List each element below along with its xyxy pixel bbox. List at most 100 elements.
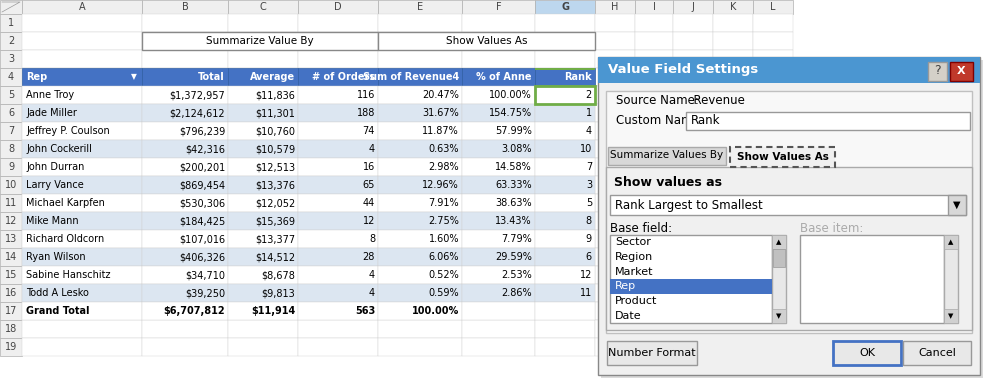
Bar bbox=[462, 266, 535, 284]
Bar bbox=[228, 140, 298, 158]
Bar bbox=[610, 195, 966, 215]
Bar bbox=[142, 266, 228, 284]
Text: 2.86%: 2.86% bbox=[501, 288, 532, 298]
Bar bbox=[0, 212, 22, 230]
Bar bbox=[673, 176, 713, 194]
Bar bbox=[142, 140, 228, 158]
Bar bbox=[753, 158, 793, 176]
Bar bbox=[535, 248, 595, 266]
Bar bbox=[535, 230, 595, 248]
Text: 0.52%: 0.52% bbox=[428, 270, 459, 280]
Bar bbox=[142, 302, 228, 320]
Bar bbox=[298, 122, 378, 140]
Bar bbox=[142, 32, 378, 50]
Bar bbox=[610, 279, 772, 294]
Bar bbox=[378, 176, 462, 194]
Bar bbox=[22, 158, 142, 176]
Bar bbox=[22, 32, 142, 50]
Bar bbox=[378, 302, 462, 320]
Bar bbox=[635, 86, 673, 104]
Bar bbox=[22, 338, 142, 356]
Bar bbox=[948, 195, 966, 215]
Bar bbox=[535, 32, 595, 50]
Bar bbox=[635, 302, 673, 320]
Bar bbox=[753, 32, 793, 50]
Bar bbox=[462, 302, 535, 320]
Text: $10,579: $10,579 bbox=[255, 144, 295, 154]
Text: Jade Miller: Jade Miller bbox=[26, 108, 77, 118]
Text: Rank: Rank bbox=[564, 72, 592, 82]
Bar bbox=[673, 0, 713, 14]
Bar bbox=[0, 230, 22, 248]
Bar bbox=[0, 50, 22, 68]
Text: 8: 8 bbox=[368, 234, 375, 244]
Bar bbox=[228, 230, 298, 248]
Bar bbox=[298, 266, 378, 284]
Text: 63.33%: 63.33% bbox=[495, 180, 532, 190]
Text: Show Values As: Show Values As bbox=[446, 36, 527, 46]
Bar bbox=[753, 284, 793, 302]
Bar bbox=[535, 0, 595, 14]
Bar bbox=[22, 248, 142, 266]
Bar bbox=[673, 284, 713, 302]
Text: X: X bbox=[956, 66, 965, 76]
Text: 7.79%: 7.79% bbox=[501, 234, 532, 244]
Bar bbox=[773, 249, 785, 267]
Bar bbox=[22, 212, 142, 230]
Bar bbox=[462, 86, 535, 104]
Bar bbox=[713, 122, 753, 140]
Bar bbox=[0, 194, 22, 212]
Bar bbox=[535, 158, 595, 176]
Bar bbox=[228, 68, 298, 86]
Text: J: J bbox=[691, 2, 694, 12]
Bar bbox=[635, 104, 673, 122]
Bar bbox=[673, 266, 713, 284]
Bar bbox=[22, 104, 142, 122]
Bar bbox=[228, 14, 298, 32]
Bar bbox=[673, 338, 713, 356]
Bar bbox=[462, 158, 535, 176]
Text: 188: 188 bbox=[357, 108, 375, 118]
Bar bbox=[298, 230, 378, 248]
Bar bbox=[0, 68, 22, 86]
Bar bbox=[753, 140, 793, 158]
Bar bbox=[535, 140, 595, 158]
Text: 12.96%: 12.96% bbox=[423, 180, 459, 190]
Text: Larry Vance: Larry Vance bbox=[26, 180, 84, 190]
Bar bbox=[595, 0, 635, 14]
Bar bbox=[713, 0, 753, 14]
Bar bbox=[298, 248, 378, 266]
Text: 13.43%: 13.43% bbox=[495, 216, 532, 226]
Bar bbox=[635, 68, 673, 86]
Bar bbox=[0, 32, 22, 50]
Bar bbox=[713, 248, 753, 266]
Bar bbox=[298, 338, 378, 356]
Bar bbox=[0, 266, 22, 284]
Bar bbox=[595, 50, 635, 68]
Bar bbox=[535, 50, 595, 68]
Bar bbox=[378, 230, 462, 248]
Bar bbox=[22, 230, 142, 248]
Bar bbox=[228, 104, 298, 122]
Text: 6: 6 bbox=[8, 108, 14, 118]
Bar bbox=[673, 32, 713, 50]
Bar bbox=[462, 284, 535, 302]
Text: Show values as: Show values as bbox=[614, 176, 722, 190]
Bar bbox=[228, 338, 298, 356]
Text: 13: 13 bbox=[5, 234, 17, 244]
Text: Summarize Value By: Summarize Value By bbox=[206, 36, 314, 46]
Bar bbox=[462, 230, 535, 248]
Text: $13,376: $13,376 bbox=[255, 180, 295, 190]
Bar bbox=[22, 194, 142, 212]
Bar bbox=[595, 230, 635, 248]
Text: 5: 5 bbox=[8, 90, 14, 100]
Bar bbox=[298, 320, 378, 338]
Text: 7: 7 bbox=[8, 126, 14, 136]
Bar bbox=[595, 212, 635, 230]
Bar bbox=[595, 86, 635, 104]
Text: 11: 11 bbox=[5, 198, 17, 208]
Bar bbox=[713, 14, 753, 32]
Text: $15,369: $15,369 bbox=[255, 216, 295, 226]
Bar bbox=[22, 320, 142, 338]
Text: 9: 9 bbox=[586, 234, 592, 244]
